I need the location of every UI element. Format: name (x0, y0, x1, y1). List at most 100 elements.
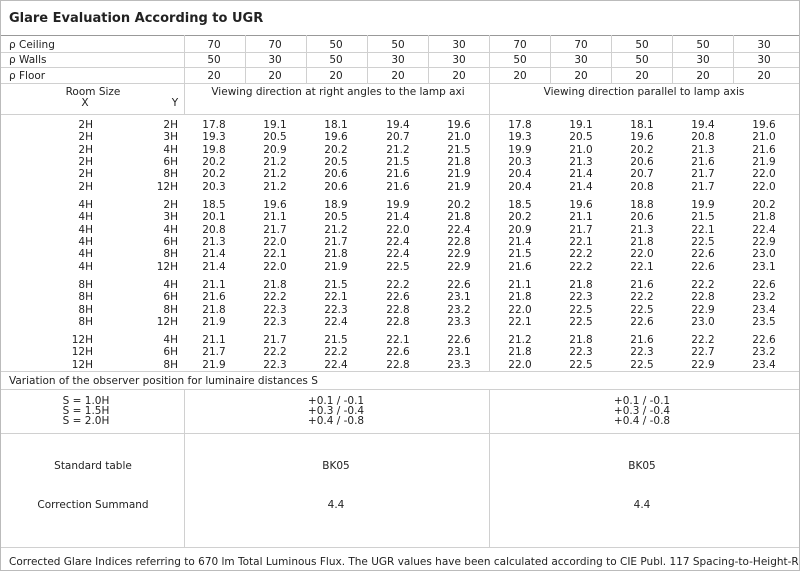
room-y: 8H (163, 303, 178, 316)
ugr-value: 20.2 (630, 143, 654, 156)
rule (1, 433, 799, 434)
ugr-value: 22.0 (508, 303, 532, 316)
ugr-value: 21.4 (386, 211, 410, 224)
ugr-value: 21.7 (691, 168, 715, 181)
ugr-value: 21.2 (324, 223, 348, 236)
reflectance-value: 20 (513, 69, 527, 82)
room-size-header: Room Size (65, 86, 121, 98)
ugr-value: 19.6 (447, 119, 471, 131)
variation-value: +0.4 / -0.8 (307, 415, 365, 427)
ugr-value: 21.7 (263, 334, 287, 346)
ugr-value: 18.1 (630, 119, 654, 131)
rule (1, 371, 799, 372)
ugr-value: 21.1 (263, 211, 287, 224)
correction-summand-value: 4.4 (327, 499, 345, 511)
reflectance-label: ρ Floor (9, 69, 46, 82)
ugr-value: 21.8 (630, 235, 654, 248)
ugr-value: 23.2 (752, 346, 776, 359)
ugr-value: 22.2 (691, 334, 715, 346)
reflectance-value: 20 (452, 69, 466, 82)
ugr-value: 21.8 (569, 279, 593, 291)
ugr-value: 23.5 (752, 315, 776, 328)
room-y: 2H (163, 199, 178, 211)
ugr-value: 22.0 (752, 168, 776, 181)
rule (1, 547, 799, 548)
ugr-value: 22.6 (752, 279, 776, 291)
reflectance-value: 70 (207, 39, 221, 51)
ugr-value: 22.1 (386, 334, 410, 346)
ugr-value: 22.5 (569, 315, 593, 328)
ugr-value: 22.3 (569, 346, 593, 359)
ugr-value: 19.4 (386, 119, 410, 131)
ugr-value: 22.5 (630, 303, 654, 316)
ugr-value: 21.2 (508, 334, 532, 346)
perpendicular-header: Viewing direction at right angles to the… (211, 86, 465, 98)
ugr-value: 21.0 (447, 131, 471, 144)
ugr-value: 20.2 (508, 211, 532, 224)
room-x: 2H (78, 155, 93, 168)
ugr-value: 21.2 (386, 143, 410, 156)
ugr-value: 18.8 (630, 199, 654, 211)
parallel-header: Viewing direction parallel to lamp axis (543, 86, 745, 98)
ugr-value: 22.0 (263, 260, 287, 273)
ugr-value: 22.8 (447, 235, 471, 248)
ugr-value: 22.8 (386, 358, 410, 371)
ugr-value: 20.2 (447, 199, 471, 211)
ugr-value: 19.4 (691, 119, 715, 131)
correction-summand-label: Correction Summand (37, 499, 149, 511)
reflectance-value: 50 (329, 39, 343, 51)
reflectance-value: 50 (391, 39, 405, 51)
room-x: 2H (78, 143, 93, 156)
reflectance-value: 30 (757, 39, 771, 51)
ugr-value: 23.1 (447, 291, 471, 304)
rule (1, 114, 799, 115)
ugr-value: 19.9 (386, 199, 410, 211)
ugr-value: 21.4 (569, 180, 593, 193)
ugr-value: 20.5 (324, 211, 348, 224)
ugr-value: 22.3 (263, 303, 287, 316)
ugr-value: 21.2 (263, 180, 287, 193)
ugr-value: 23.1 (752, 260, 776, 273)
ugr-value: 22.3 (569, 291, 593, 304)
reflectance-value: 20 (329, 69, 343, 82)
room-x: 4H (78, 223, 93, 236)
y-header: Y (171, 97, 179, 109)
ugr-value: 21.4 (202, 260, 226, 273)
ugr-value: 22.3 (324, 303, 348, 316)
ugr-value: 21.1 (202, 334, 226, 346)
room-y: 4H (163, 279, 178, 291)
reflectance-value: 50 (329, 54, 343, 67)
variation-value: +0.4 / -0.8 (613, 415, 671, 427)
reflectance-value: 30 (574, 54, 588, 67)
reflectance-label: ρ Ceiling (9, 39, 55, 51)
ugr-value: 21.9 (447, 180, 471, 193)
ugr-value: 22.1 (691, 223, 715, 236)
ugr-value: 21.5 (508, 248, 532, 261)
ugr-value: 22.0 (386, 223, 410, 236)
variation-value: +0.1 / -0.1 (307, 395, 365, 407)
ugr-value: 19.3 (508, 131, 532, 144)
room-x: 12H (71, 358, 93, 371)
room-y: 12H (156, 180, 178, 193)
ugr-value: 21.2 (263, 155, 287, 168)
ugr-value: 22.6 (386, 291, 410, 304)
room-x: 2H (78, 131, 93, 144)
ugr-value: 22.9 (447, 260, 471, 273)
ugr-value: 20.6 (324, 168, 348, 181)
ugr-value: 20.1 (202, 211, 226, 224)
ugr-value: 20.5 (324, 155, 348, 168)
ugr-value: 21.8 (447, 211, 471, 224)
ugr-value: 20.8 (691, 131, 715, 144)
ugr-value: 21.7 (202, 346, 226, 359)
ugr-value: 22.3 (630, 346, 654, 359)
room-y: 4H (163, 334, 178, 346)
ugr-value: 19.3 (202, 131, 226, 144)
room-x: 2H (78, 119, 93, 131)
ugr-value: 21.0 (569, 143, 593, 156)
ugr-value: 23.0 (752, 248, 776, 261)
ugr-value: 21.6 (630, 279, 654, 291)
ugr-value: 21.8 (447, 155, 471, 168)
ugr-value: 22.0 (752, 180, 776, 193)
ugr-value: 23.3 (447, 315, 471, 328)
